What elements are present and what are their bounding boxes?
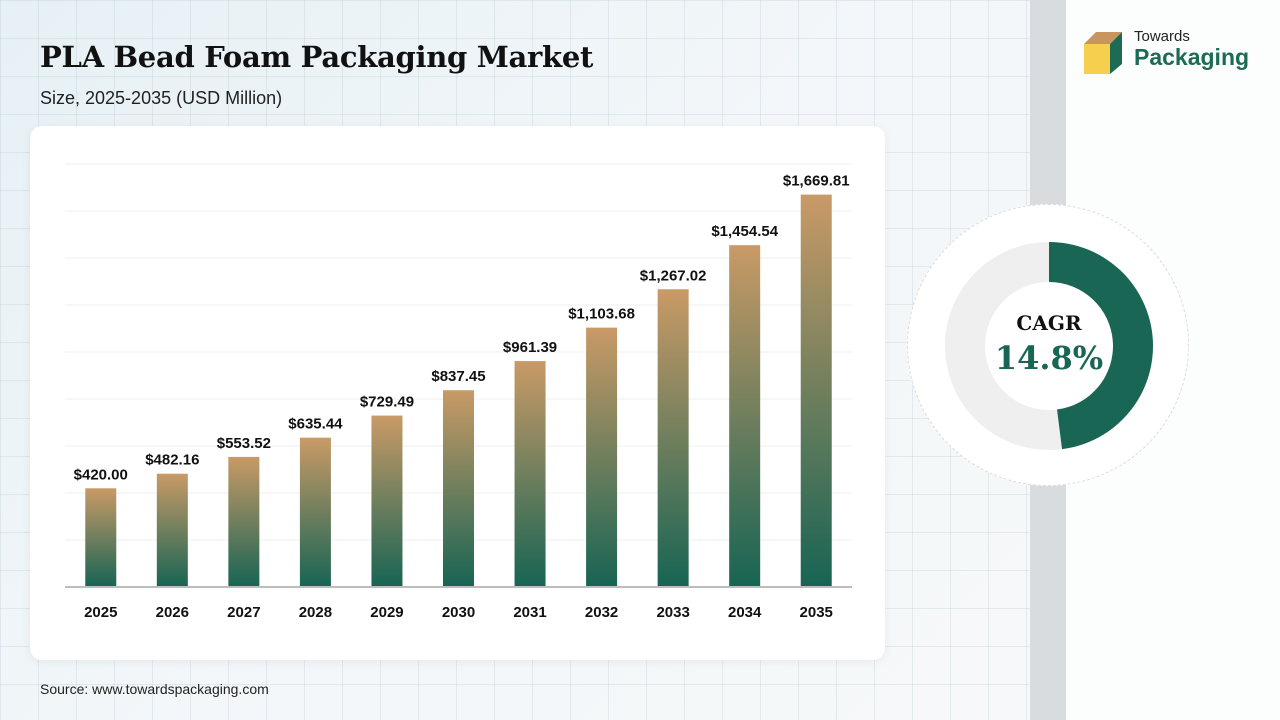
data-label-2032: $1,103.68 (568, 306, 635, 323)
bar-2034 (729, 245, 761, 587)
bar-2031 (514, 361, 546, 587)
cagr-value: 14.8% (994, 339, 1104, 377)
bar-2026 (156, 473, 188, 587)
x-tick-label-2033: 2033 (656, 604, 689, 621)
bar-2028 (299, 437, 331, 587)
logo-text-towards: Towards (1134, 28, 1190, 45)
source-text: Source: www.towardspackaging.com (40, 681, 269, 697)
bar-2033 (657, 289, 689, 587)
data-label-2029: $729.49 (360, 394, 414, 411)
data-label-2030: $837.45 (431, 368, 485, 385)
x-tick-label-2025: 2025 (84, 604, 117, 621)
bar-2032 (586, 327, 618, 587)
data-label-2031: $961.39 (503, 339, 557, 356)
bar-2027 (228, 456, 260, 587)
logo-text-packaging: Packaging (1134, 44, 1250, 70)
box-logo-icon (1084, 32, 1122, 74)
data-label-2028: $635.44 (288, 416, 343, 433)
x-tick-label-2028: 2028 (299, 604, 332, 621)
data-label-2025: $420.00 (74, 466, 128, 483)
donut-fill-segment (1049, 242, 1153, 450)
chart-card: $420.00 $482.16 $553.52 $635.44 $729.49 $837.… (30, 126, 885, 660)
data-label-2033: $1,267.02 (640, 267, 707, 284)
data-label-2035: $1,669.81 (783, 173, 850, 190)
x-tick-label-2026: 2026 (156, 604, 189, 621)
data-label-2027: $553.52 (217, 435, 271, 452)
cagr-ring (945, 242, 1153, 450)
x-tick-label-2029: 2029 (370, 604, 403, 621)
x-tick-label-2031: 2031 (513, 604, 546, 621)
bar-2025 (85, 488, 117, 587)
x-tick-label-2034: 2034 (728, 604, 762, 621)
bar-chart: $420.00 $482.16 $553.52 $635.44 $729.49 $837.… (65, 163, 852, 621)
cagr-label: CAGR (1016, 311, 1082, 335)
bar-2030 (443, 390, 474, 587)
x-tick-label-2030: 2030 (442, 604, 475, 621)
data-label-2034: $1,454.54 (711, 223, 778, 240)
chart-title: PLA Bead Foam Packaging Market (40, 40, 594, 74)
x-tick-label-2027: 2027 (227, 604, 260, 621)
cagr-donut: CAGR 14.8% (907, 204, 1189, 486)
x-tick-label-2032: 2032 (585, 604, 618, 621)
brand-logo: Towards Packaging (1082, 28, 1262, 78)
x-tick-label-2035: 2035 (800, 604, 833, 621)
bar-2029 (371, 415, 403, 587)
data-label-2026: $482.16 (145, 452, 199, 469)
bar-2035 (800, 194, 832, 587)
chart-subtitle: Size, 2025-2035 (USD Million) (40, 88, 283, 108)
